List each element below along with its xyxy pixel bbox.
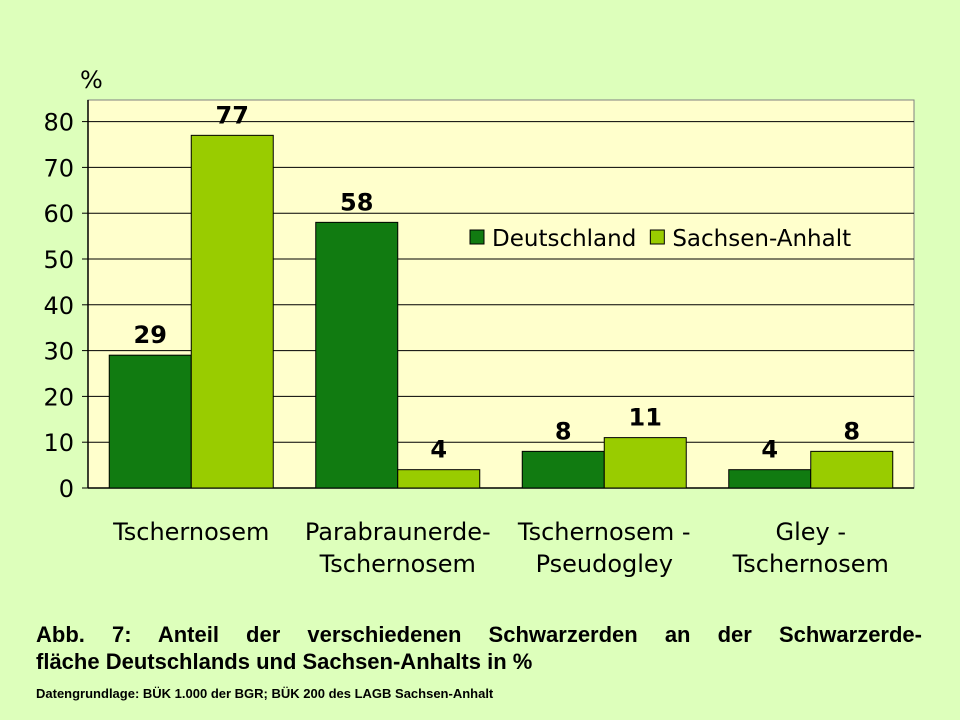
legend-label: Sachsen-Anhalt: [672, 226, 851, 252]
y-tick-label: 40: [43, 292, 74, 320]
data-source: Datengrundlage: BÜK 1.000 der BGR; BÜK 2…: [36, 686, 494, 701]
legend-label: Deutschland: [492, 226, 636, 252]
bar-sachsen-anhalt: [603, 437, 687, 489]
data-label: 8: [843, 417, 860, 445]
bars: [108, 134, 894, 489]
bar-deutschland: [521, 450, 605, 489]
y-tick-label: 20: [43, 383, 74, 411]
y-tick-label: 30: [43, 338, 74, 366]
data-label: 4: [761, 436, 778, 464]
bar-sachsen-anhalt: [190, 134, 274, 489]
legend: Deutschland Sachsen-Anhalt: [469, 226, 851, 252]
y-tick-label: 50: [43, 246, 74, 274]
y-axis: 0 10 20 30 40 50 60 70 80: [43, 100, 914, 503]
figure-caption: Abb. 7: Anteil der verschiedenen Schwarz…: [36, 621, 922, 675]
data-label: 8: [555, 417, 572, 445]
caption-line-2: fläche Deutschlands und Sachsen-Anhalts …: [36, 649, 533, 674]
y-axis-label: %: [80, 66, 103, 94]
legend-swatch: [469, 229, 485, 245]
bar-chart: 0 10 20 30 40 50 60 70 80 29 77 58 4 8 11 4 8 Tschernos…: [43, 66, 915, 578]
category-label: Pseudogley: [536, 550, 673, 578]
category-label: Tschernosem: [112, 518, 269, 546]
y-tick-label: 0: [59, 475, 74, 503]
bar-deutschland: [728, 469, 812, 489]
category-label: Parabraunerde-: [305, 518, 491, 546]
bar-sachsen-anhalt: [397, 469, 481, 489]
data-labels: 29 77 58 4 8 11 4 8: [134, 101, 861, 463]
category-label: Tschernosem: [732, 550, 889, 578]
data-label: 4: [430, 436, 447, 464]
data-label: 11: [629, 404, 662, 432]
y-tick-label: 80: [43, 109, 74, 137]
caption-line-1: Abb. 7: Anteil der verschiedenen Schwarz…: [36, 622, 922, 647]
data-label: 58: [340, 188, 373, 216]
category-label: Tschernosem: [319, 550, 476, 578]
x-axis-categories: Tschernosem Parabraunerde- Tschernosem Tsch…: [112, 518, 889, 578]
y-tick-label: 10: [43, 429, 74, 457]
category-label: Gley -: [775, 518, 846, 546]
y-tick-label: 70: [43, 154, 74, 182]
legend-swatch: [649, 229, 665, 245]
y-tick-label: 60: [43, 200, 74, 228]
data-label: 77: [216, 101, 249, 129]
bar-sachsen-anhalt: [810, 450, 894, 489]
category-label: Tschernosem -: [517, 518, 691, 546]
bar-deutschland: [315, 221, 399, 489]
data-label: 29: [134, 321, 167, 349]
bar-deutschland: [108, 354, 192, 489]
